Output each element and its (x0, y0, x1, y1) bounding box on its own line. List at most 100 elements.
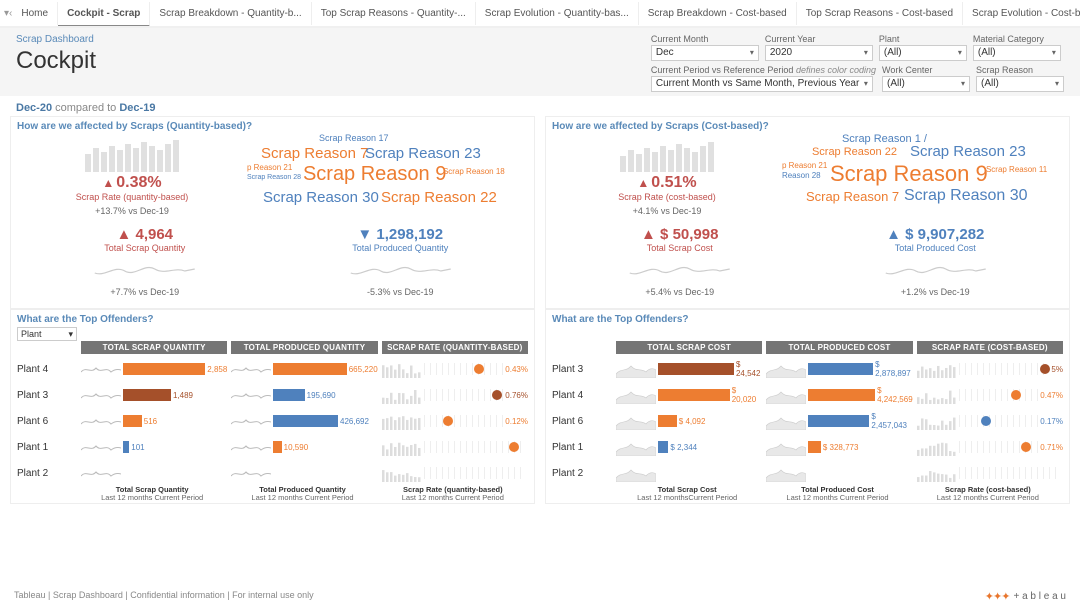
reason-word[interactable]: Scrap Reason 22 (812, 147, 897, 159)
reason-word[interactable]: Scrap Reason 11 (986, 166, 1047, 174)
tab-scrap-breakdown-cost-bas[interactable]: Scrap Breakdown - Cost-based (639, 2, 797, 25)
dot-cell (382, 436, 528, 458)
bar-cell: $ 24,542 (616, 358, 762, 380)
offenders-qty: What are the Top Offenders? Plant ▾ TOTA… (10, 309, 535, 504)
reason-word[interactable]: Scrap Reason 30 (263, 190, 379, 206)
reason-word[interactable]: p Reason 21 (247, 164, 292, 172)
reason-word[interactable]: Scrap Reason 9 (830, 162, 988, 185)
table-row-label[interactable]: Plant 3 (552, 358, 612, 380)
bar-cell: 665,220 (231, 358, 377, 380)
table-row-label[interactable]: Plant 2 (17, 462, 77, 484)
chevron-down-icon: ▾ (864, 77, 868, 91)
tab-scrap-evolution-quantity[interactable]: Scrap Evolution - Quantity-bas... (476, 2, 639, 25)
offenders-dimension-select[interactable]: Plant ▾ (17, 327, 77, 341)
reason-word[interactable]: Scrap Reason 28 (247, 174, 301, 181)
reason-cloud-cost: Scrap Reason 1 /Scrap Reason 22Scrap Rea… (782, 134, 1063, 226)
column-footer: Total Scrap QuantityLast 12 months Curre… (77, 486, 227, 503)
dot-cell: 0.43% (382, 358, 528, 380)
filter-select[interactable]: (All)▾ (973, 45, 1061, 61)
mini-sparkline (231, 438, 271, 456)
dot-marker (509, 442, 519, 452)
bar-value: $ 4,092 (679, 417, 706, 426)
spark-bar (93, 148, 99, 172)
offenders-title-qty: What are the Top Offenders? (17, 314, 154, 325)
mini-bars (382, 412, 422, 430)
chevron-down-icon: ▾ (958, 46, 962, 60)
filter-label: Scrap Reason (976, 65, 1064, 75)
dot-marker (1021, 442, 1031, 452)
bar (658, 363, 734, 375)
tab-top-scrap-reasons-quanti[interactable]: Top Scrap Reasons - Quantity-... (312, 2, 476, 25)
compare-current: Dec-20 (16, 102, 52, 114)
sparkline (285, 257, 517, 283)
reason-word[interactable]: Scrap Reason 22 (381, 190, 497, 206)
filter-select[interactable]: (All)▾ (882, 76, 970, 92)
bar-value: $ 4,242,569 (877, 386, 913, 404)
filter-select[interactable]: (All)▾ (976, 76, 1064, 92)
tab-scrap-evolution-cost-bas[interactable]: Scrap Evolution - Cost-based (963, 2, 1080, 25)
filter-select[interactable]: (All)▾ (879, 45, 967, 61)
tab-home[interactable]: Home (12, 2, 58, 25)
chevron-down-icon: ▾ (864, 46, 868, 60)
reason-word[interactable]: Scrap Reason 7 (261, 146, 369, 162)
spark-bar (676, 144, 682, 172)
column-header: SCRAP RATE (QUANTITY-BASED) (382, 341, 528, 354)
bar (273, 415, 338, 427)
table-row-label[interactable]: Plant 4 (552, 384, 612, 406)
dot-cell: 5% (917, 358, 1063, 380)
offenders-title-cost: What are the Top Offenders? (552, 314, 689, 325)
mini-sparkline (616, 438, 656, 456)
reason-word[interactable]: Reason 28 (782, 172, 821, 180)
bar-cell: $ 2,344 (616, 436, 762, 458)
tableau-logo-icon: ✦✦✦ (985, 590, 1010, 603)
reason-word[interactable]: Scrap Reason 17 (319, 134, 389, 143)
mini-sparkline (81, 412, 121, 430)
tab-scrap-breakdown-quantity[interactable]: Scrap Breakdown - Quantity-b... (150, 2, 311, 25)
table-row-label[interactable]: Plant 6 (552, 410, 612, 432)
table-row-label[interactable]: Plant 1 (552, 436, 612, 458)
dot-track (959, 389, 1039, 401)
filter-select[interactable]: Dec▾ (651, 45, 759, 61)
kpi-scrap-rate-qty: ▲0.38% Scrap Rate (quantity-based) +13.7… (17, 134, 247, 226)
tableau-logo: ✦✦✦ + a b l e a u (985, 590, 1066, 603)
bar-cell: 10,590 (231, 436, 377, 458)
bar (273, 363, 346, 375)
reason-word[interactable]: Scrap Reason 9 (303, 164, 446, 185)
panel-quantity: How are we affected by Scraps (Quantity-… (10, 116, 535, 309)
bar-value: 195,690 (307, 391, 336, 400)
dot-track (959, 441, 1039, 453)
table-row-label[interactable]: Plant 3 (17, 384, 77, 406)
triangle-icon: ▲ (886, 226, 901, 243)
bar-value: 101 (131, 443, 144, 452)
spark-bar (85, 154, 91, 172)
dot-track (424, 467, 526, 479)
reason-word[interactable]: Scrap Reason 30 (904, 188, 1028, 205)
reason-word[interactable]: Scrap Reason 7 (806, 190, 899, 204)
mini-bars (382, 360, 422, 378)
sparkline (29, 257, 261, 283)
bar (273, 389, 304, 401)
table-row-label[interactable]: Plant 4 (17, 358, 77, 380)
tab-top-scrap-reasons-cost-b[interactable]: Top Scrap Reasons - Cost-based (797, 2, 963, 25)
dot-marker (1040, 364, 1050, 374)
reason-word[interactable]: Scrap Reason 23 (365, 146, 481, 162)
spark-bar (692, 152, 698, 172)
triangle-icon: ▲ (641, 226, 656, 243)
reason-word[interactable]: p Reason 21 (782, 162, 827, 170)
table-row-label[interactable]: Plant 6 (17, 410, 77, 432)
column-header: TOTAL PRODUCED QUANTITY (231, 341, 377, 354)
bar-value: 10,590 (284, 443, 308, 452)
tab-cockpit-scrap[interactable]: Cockpit - Scrap (58, 2, 150, 27)
spark-bar (652, 152, 658, 172)
filter-select[interactable]: 2020▾ (765, 45, 873, 61)
table-row-label[interactable]: Plant 1 (17, 436, 77, 458)
reason-word[interactable]: Scrap Reason 23 (910, 144, 1026, 160)
reason-word[interactable]: Scrap Reason 18 (443, 168, 505, 176)
bar (658, 389, 730, 401)
column-header: TOTAL PRODUCED COST (766, 341, 912, 354)
table-row-label[interactable]: Plant 2 (552, 462, 612, 484)
filter-label: Current Month (651, 34, 759, 44)
mini-sparkline (81, 438, 121, 456)
filter-select[interactable]: Current Month vs Same Month, Previous Ye… (651, 76, 873, 92)
dot-marker (492, 390, 502, 400)
